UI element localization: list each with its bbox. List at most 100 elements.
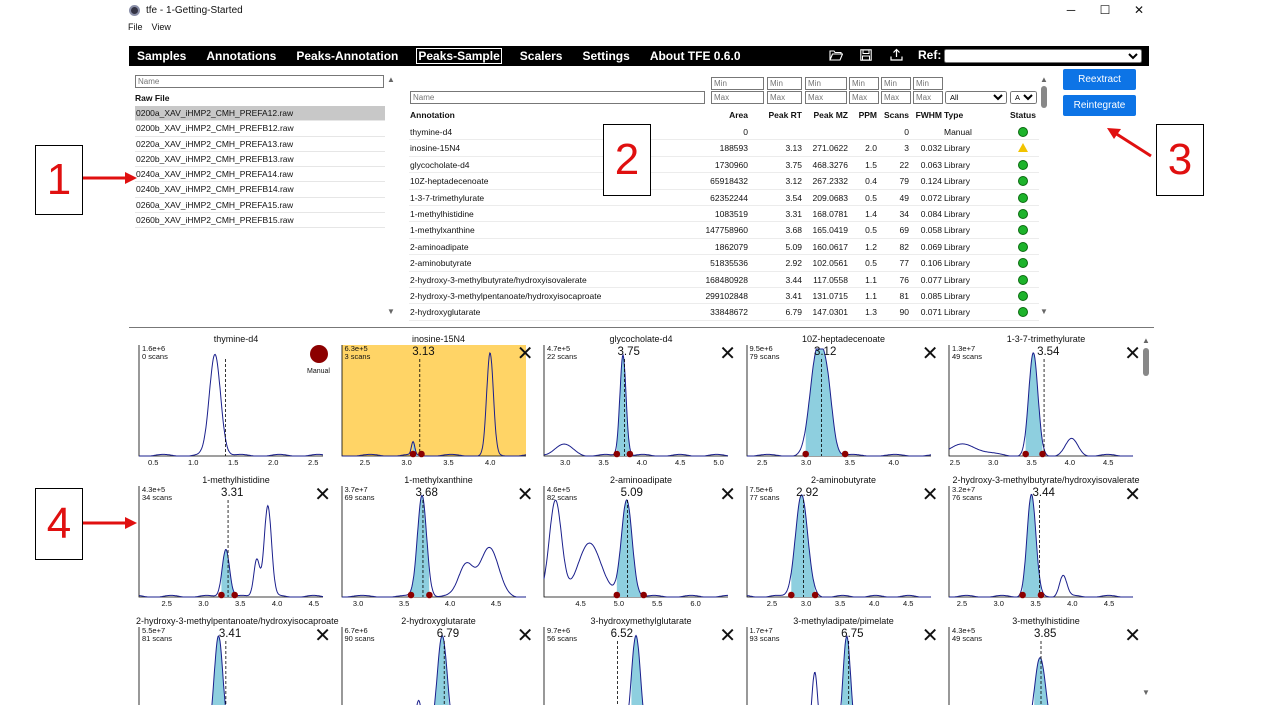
chromatogram-plot[interactable]: 2-hydroxy-3-methylpentanoate/hydroxyisoc… xyxy=(136,614,339,705)
column-header-fwhm[interactable]: FWHM xyxy=(915,110,942,120)
table-scroll-up-icon[interactable]: ▲ xyxy=(1040,75,1048,84)
table-row[interactable]: 2-hydroxyglutarate 33848672 6.79 147.0301 1.… xyxy=(409,304,1039,321)
column-header-scans[interactable]: Scans xyxy=(883,110,909,120)
integration-boundary-handle[interactable] xyxy=(801,450,809,458)
menu-view[interactable]: View xyxy=(151,22,171,32)
column-header-ppm[interactable]: PPM xyxy=(858,110,877,120)
menu-file[interactable]: File xyxy=(128,22,143,32)
minimize-button[interactable]: ─ xyxy=(1066,3,1076,17)
integration-boundary-handle[interactable] xyxy=(613,591,621,599)
remove-peak-icon[interactable]: ✕ xyxy=(719,623,736,647)
remove-peak-icon[interactable]: ✕ xyxy=(719,341,736,365)
upload-icon[interactable] xyxy=(881,48,911,64)
tab-peaks-annotation[interactable]: Peaks-Annotation xyxy=(296,49,399,63)
remove-peak-icon[interactable]: ✕ xyxy=(1124,623,1141,647)
column-header-status[interactable]: Status xyxy=(1010,110,1036,120)
annotation-name-filter-input[interactable] xyxy=(410,91,705,104)
remove-peak-icon[interactable]: ✕ xyxy=(516,482,534,506)
raw-file-item[interactable]: 0200b_XAV_iHMP2_CMH_PREFB12.raw xyxy=(135,121,385,137)
remove-peak-icon[interactable]: ✕ xyxy=(516,623,534,647)
area-min-filter-input[interactable] xyxy=(711,77,764,90)
tab-samples[interactable]: Samples xyxy=(137,49,187,63)
table-row[interactable]: 10Z-heptadecenoate 65918432 3.12 267.2332 0.… xyxy=(409,173,1039,190)
chromatogram-plot[interactable]: 3-methylhistidine 4.3e+5 49 scans 3.85 ✕ xyxy=(946,614,1143,705)
integration-boundary-handle[interactable] xyxy=(425,591,433,599)
tab-settings[interactable]: Settings xyxy=(582,49,630,63)
table-row[interactable]: 2-hydroxy-3-methylbutyrate/hydroxyisoval… xyxy=(409,272,1039,288)
remove-peak-icon[interactable]: ✕ xyxy=(921,623,939,647)
maximize-button[interactable]: ☐ xyxy=(1099,3,1111,17)
chromatogram-plot[interactable]: 2-hydroxyglutarate 6.7e+6 90 scans 6.79 ✕ xyxy=(339,614,539,705)
status-filter-select[interactable]: All xyxy=(1010,91,1037,104)
integration-boundary-handle[interactable] xyxy=(626,450,634,458)
column-header-peak-rt[interactable]: Peak RT xyxy=(768,110,802,120)
integration-boundary-handle[interactable] xyxy=(811,591,818,599)
ppm-max-filter-input[interactable] xyxy=(849,91,879,104)
column-header-type[interactable]: Type xyxy=(944,110,964,120)
reextract-button[interactable]: Reextract xyxy=(1063,69,1136,90)
raw-file-item[interactable]: 0260a_XAV_iHMP2_CMH_PREFA15.raw xyxy=(135,198,385,214)
table-row[interactable]: 2-aminoadipate 1862079 5.09 160.0617 1.2 82 0.… xyxy=(409,239,1039,256)
integration-boundary-handle[interactable] xyxy=(841,450,848,458)
peak-rt-min-filter-input[interactable] xyxy=(767,77,802,90)
tab-peaks-sample[interactable]: Peaks-Sample xyxy=(416,48,502,64)
table-row[interactable]: 1-methylhistidine 1083519 3.31 168.0781 1.4 3… xyxy=(409,206,1039,223)
remove-peak-icon[interactable]: ✕ xyxy=(1124,341,1141,365)
remove-peak-icon[interactable]: ✕ xyxy=(314,623,331,647)
ppm-min-filter-input[interactable] xyxy=(849,77,879,90)
close-window-button[interactable]: ✕ xyxy=(1133,3,1145,17)
table-row[interactable]: 2-hydroxy-3-methylpentanoate/hydroxyisoc… xyxy=(409,288,1039,305)
tab-annotations[interactable]: Annotations xyxy=(206,49,277,63)
chromatogram-plot[interactable]: 3-methyladipate/pimelate 1.7e+7 93 scans 6.… xyxy=(744,614,944,705)
table-row[interactable]: thymine-d4 0 0 Manual xyxy=(409,124,1039,141)
manual-marker-icon[interactable] xyxy=(310,345,328,363)
save-icon[interactable] xyxy=(851,48,881,64)
integration-boundary-handle[interactable] xyxy=(409,450,416,458)
column-header-peak-mz[interactable]: Peak MZ xyxy=(813,110,849,120)
table-row[interactable]: 1-methylxanthine 147758960 3.68 165.0419 0.5… xyxy=(409,222,1039,239)
integration-boundary-handle[interactable] xyxy=(1019,591,1026,599)
chromatogram-plot[interactable]: 1-methylxanthine 3.0 3.5 4.0 4.5 3.7e+7 69 sca… xyxy=(339,473,539,613)
file-scroll-up-icon[interactable]: ▲ xyxy=(387,75,395,84)
table-row[interactable]: 1-3-7-trimethylurate 62352244 3.54 209.0683… xyxy=(409,190,1039,206)
chromatogram-plot[interactable]: thymine-d4 0.5 1.0 1.5 2.0 2.5 1.6e+6 0 scans Ma… xyxy=(136,332,336,472)
reintegrate-button[interactable]: Reintegrate xyxy=(1063,95,1136,116)
type-filter-select[interactable]: All xyxy=(945,91,1007,104)
remove-peak-icon[interactable]: ✕ xyxy=(314,482,331,506)
table-scrollbar-thumb[interactable] xyxy=(1041,86,1047,108)
raw-file-item[interactable]: 0260b_XAV_iHMP2_CMH_PREFB15.raw xyxy=(135,213,385,229)
peak-mz-min-filter-input[interactable] xyxy=(805,77,847,90)
raw-file-item[interactable]: 0220a_XAV_iHMP2_CMH_PREFA13.raw xyxy=(135,137,385,152)
scans-min-filter-input[interactable] xyxy=(881,77,911,90)
fwhm-min-filter-input[interactable] xyxy=(913,77,943,90)
chromatogram-plot[interactable]: 1-methylhistidine 2.5 3.0 3.5 4.0 4.5 4.3e+5 34… xyxy=(136,473,336,613)
raw-file-item[interactable]: 0220b_XAV_iHMP2_CMH_PREFB13.raw xyxy=(135,152,385,168)
integration-boundary-handle[interactable] xyxy=(613,450,621,458)
integration-boundary-handle[interactable] xyxy=(231,591,238,599)
integration-boundary-handle[interactable] xyxy=(417,450,425,458)
integration-boundary-handle[interactable] xyxy=(1022,450,1029,458)
chromatogram-plot[interactable]: 1-3-7-trimethylurate 2.5 3.0 3.5 4.0 4.5 1.3e+… xyxy=(946,332,1143,472)
raw-file-item[interactable]: 0240a_XAV_iHMP2_CMH_PREFA14.raw xyxy=(135,167,385,183)
chromatogram-plot[interactable]: 3-hydroxymethylglutarate 9.7e+6 56 scans 6.… xyxy=(541,614,741,705)
chromatogram-plot[interactable]: inosine-15N4 2.5 3.0 3.5 4.0 6.3e+5 3 scans 3.1… xyxy=(339,332,539,472)
file-scroll-down-icon[interactable]: ▼ xyxy=(387,307,395,316)
fwhm-max-filter-input[interactable] xyxy=(913,91,943,104)
plots-scroll-up-icon[interactable]: ▲ xyxy=(1142,336,1150,345)
column-header-area[interactable]: Area xyxy=(729,110,748,120)
raw-file-item[interactable]: 0240b_XAV_iHMP2_CMH_PREFB14.raw xyxy=(135,182,385,198)
chromatogram-plot[interactable]: glycocholate-d4 3.0 3.5 4.0 4.5 5.0 4.7e+5 22 s… xyxy=(541,332,741,472)
remove-peak-icon[interactable]: ✕ xyxy=(921,341,939,365)
remove-peak-icon[interactable]: ✕ xyxy=(516,341,534,365)
integration-boundary-handle[interactable] xyxy=(1039,450,1046,458)
table-scroll-down-icon[interactable]: ▼ xyxy=(1040,307,1048,316)
column-header-annotation[interactable]: Annotation xyxy=(410,110,455,120)
chromatogram-plot[interactable]: 2-aminobutyrate 2.5 3.0 3.5 4.0 4.5 7.5e+6 77 s… xyxy=(744,473,944,613)
chromatogram-plot[interactable]: 2-aminoadipate 4.5 5.0 5.5 6.0 4.6e+5 82 scans… xyxy=(541,473,741,613)
plots-scroll-down-icon[interactable]: ▼ xyxy=(1142,688,1150,697)
chromatogram-plot[interactable]: 2-hydroxy-3-methylbutyrate/hydroxyisoval… xyxy=(946,473,1143,613)
file-name-filter-input[interactable] xyxy=(135,75,384,88)
plots-scrollbar-thumb[interactable] xyxy=(1143,348,1149,376)
area-max-filter-input[interactable] xyxy=(711,91,764,104)
integration-boundary-handle[interactable] xyxy=(1037,591,1045,599)
